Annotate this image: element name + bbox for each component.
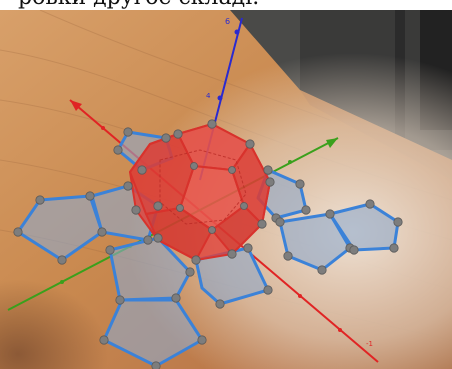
ar-photo: 6 4 -1 (0, 10, 452, 369)
net-pentagon (194, 246, 270, 306)
x-axis-arrow-icon (70, 100, 82, 111)
net-pentagon (278, 212, 352, 272)
net-pentagon (102, 298, 204, 368)
z-axis-label-top: 6 (225, 17, 230, 26)
net-vertices (13, 119, 403, 369)
z-axis-label-mid: 4 (206, 92, 211, 100)
x-axis-label-end: -1 (366, 340, 373, 348)
caption-text-fragment: ровки другое складі. (0, 0, 452, 10)
net-pentagon (16, 194, 104, 262)
y-axis-arrow-icon (326, 138, 338, 148)
